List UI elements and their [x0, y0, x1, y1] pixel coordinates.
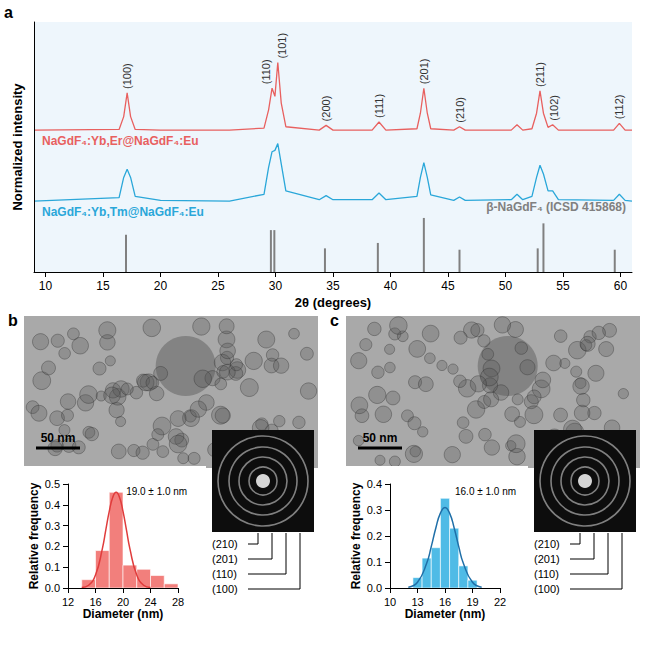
svg-text:0.3: 0.3: [367, 504, 382, 516]
svg-text:(100): (100): [534, 583, 560, 595]
svg-text:0.0: 0.0: [45, 582, 60, 594]
svg-text:16: 16: [89, 596, 101, 608]
svg-text:22: 22: [494, 596, 506, 608]
svg-text:(110): (110): [212, 568, 237, 580]
svg-text:(100): (100): [212, 583, 238, 595]
svg-text:(210): (210): [534, 538, 560, 550]
svg-text:(112): (112): [613, 94, 625, 119]
svg-text:(200): (200): [320, 96, 332, 122]
svg-text:(210): (210): [212, 538, 238, 550]
svg-text:19.0 ± 1.0 nm: 19.0 ± 1.0 nm: [126, 486, 187, 497]
svg-text:c: c: [330, 312, 339, 329]
svg-text:NaGdF₄:Yb,Tm@NaGdF₄:Eu: NaGdF₄:Yb,Tm@NaGdF₄:Eu: [42, 205, 204, 219]
svg-text:Diameter (nm): Diameter (nm): [83, 607, 164, 621]
svg-text:b: b: [8, 312, 18, 329]
svg-text:β-NaGdF₄ (ICSD 415868): β-NaGdF₄ (ICSD 415868): [486, 200, 626, 214]
svg-text:(102): (102): [548, 95, 560, 121]
svg-text:0.4: 0.4: [367, 478, 382, 490]
svg-text:60: 60: [614, 279, 628, 293]
svg-text:(201): (201): [534, 553, 560, 565]
svg-text:(211): (211): [534, 62, 546, 87]
svg-text:20: 20: [117, 596, 129, 608]
svg-text:(201): (201): [418, 59, 430, 85]
svg-text:24: 24: [144, 596, 156, 608]
svg-text:45: 45: [441, 279, 455, 293]
svg-text:2θ (degrees): 2θ (degrees): [295, 295, 371, 310]
svg-text:50 nm: 50 nm: [363, 431, 398, 445]
svg-text:(110): (110): [260, 59, 272, 84]
svg-text:0.4: 0.4: [45, 499, 60, 511]
svg-text:0.5: 0.5: [45, 478, 60, 490]
svg-text:16.0 ± 1.0 nm: 16.0 ± 1.0 nm: [455, 486, 516, 497]
svg-text:0.3: 0.3: [45, 520, 60, 532]
svg-text:10: 10: [384, 596, 396, 608]
svg-text:35: 35: [326, 279, 340, 293]
svg-text:(101): (101): [276, 33, 288, 59]
svg-text:19: 19: [466, 596, 478, 608]
svg-text:(210): (210): [454, 97, 466, 123]
svg-text:0.2: 0.2: [367, 530, 382, 542]
svg-text:40: 40: [384, 279, 398, 293]
svg-text:50 nm: 50 nm: [41, 431, 76, 445]
svg-text:0.2: 0.2: [45, 540, 60, 552]
svg-text:50: 50: [499, 279, 513, 293]
svg-text:Normalized intensity: Normalized intensity: [10, 83, 25, 211]
svg-text:Relative frequency: Relative frequency: [27, 482, 41, 589]
svg-text:Relative frequency: Relative frequency: [349, 482, 363, 589]
svg-text:13: 13: [411, 596, 423, 608]
svg-text:Diameter (nm): Diameter (nm): [405, 607, 486, 621]
svg-text:30: 30: [269, 279, 283, 293]
svg-text:25: 25: [211, 279, 225, 293]
svg-text:0.1: 0.1: [45, 561, 60, 573]
svg-text:15: 15: [96, 279, 110, 293]
svg-text:16: 16: [439, 596, 451, 608]
svg-text:(110): (110): [534, 568, 559, 580]
svg-text:10: 10: [39, 279, 53, 293]
svg-text:NaGdF₄:Yb,Er@NaGdF₄:Eu: NaGdF₄:Yb,Er@NaGdF₄:Eu: [42, 134, 198, 148]
svg-text:0.0: 0.0: [367, 582, 382, 594]
svg-text:28: 28: [172, 596, 184, 608]
svg-text:(111): (111): [373, 94, 385, 118]
svg-text:a: a: [4, 4, 13, 21]
svg-text:12: 12: [62, 596, 74, 608]
svg-text:55: 55: [556, 279, 570, 293]
svg-text:20: 20: [154, 279, 168, 293]
svg-text:(100): (100): [121, 63, 133, 89]
svg-text:(201): (201): [212, 553, 238, 565]
svg-text:0.1: 0.1: [367, 556, 382, 568]
